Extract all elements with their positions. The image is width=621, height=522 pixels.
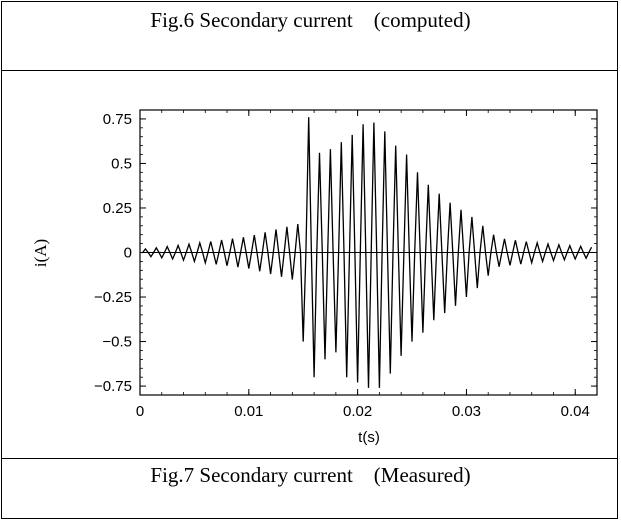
figure-caption-top: Fig.6 Secondary current (computed)	[150, 8, 471, 32]
y-tick-label: −0.25	[94, 289, 132, 306]
x-tick-label: 0	[136, 403, 144, 420]
figure-caption-bottom: Fig.7 Secondary current (Measured)	[150, 463, 471, 487]
x-tick-label: 0.01	[234, 403, 263, 420]
y-tick-label: −0.75	[94, 378, 132, 395]
divider-top	[1, 70, 618, 71]
divider-bottom	[1, 458, 618, 459]
y-tick-label: −0.5	[102, 334, 132, 351]
x-axis-label: t(s)	[358, 429, 380, 446]
y-tick-label: 0.25	[103, 200, 132, 217]
y-tick-label: 0	[124, 245, 132, 262]
x-tick-label: 0.02	[343, 403, 372, 420]
y-tick-label: 0.5	[111, 155, 132, 172]
y-tick-label: 0.75	[103, 111, 132, 128]
x-tick-label: 0.03	[452, 403, 481, 420]
x-tick-label: 0.04	[561, 403, 590, 420]
y-axis-label: i(A)	[31, 239, 50, 267]
